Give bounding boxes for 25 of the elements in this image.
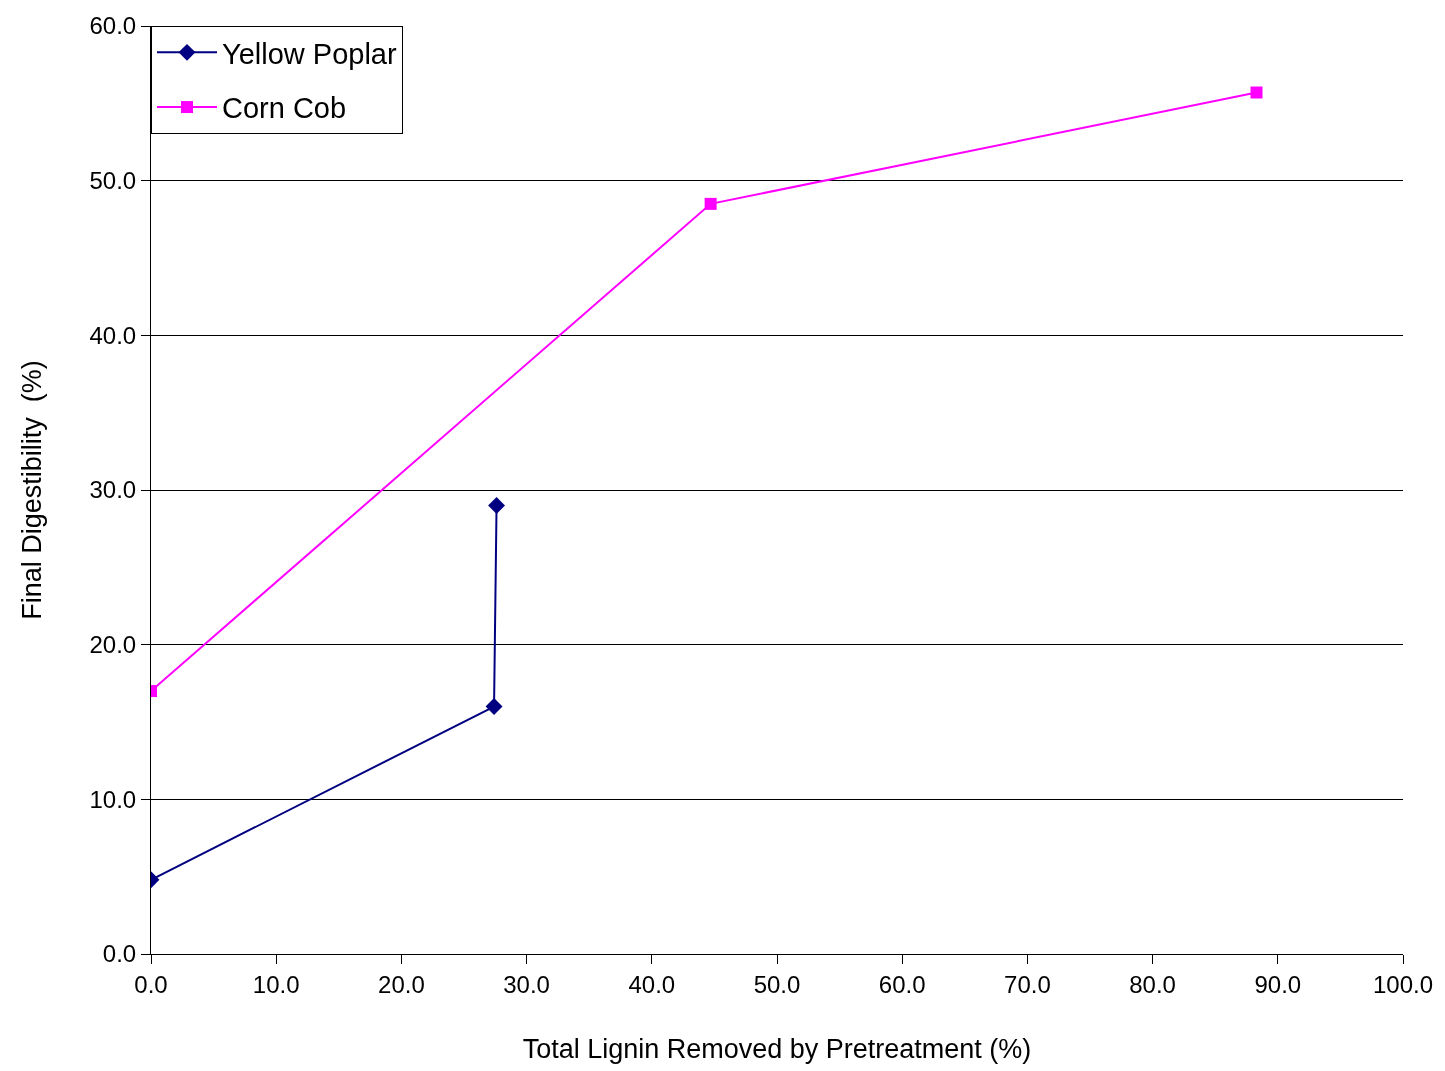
y-tick-label: 0.0: [102, 940, 137, 968]
x-tick-label: 100.0: [1372, 970, 1434, 998]
x-tick-label: 40.0: [628, 970, 676, 998]
x-tick-label: 80.0: [1129, 970, 1176, 998]
y-tick-label: 40.0: [89, 321, 137, 349]
legend-label: Corn Cob: [222, 92, 347, 125]
y-tick-label: 20.0: [89, 631, 137, 659]
y-tick-label: 50.0: [89, 167, 137, 195]
x-tick-label: 50.0: [753, 970, 801, 998]
x-tick-label: 10.0: [252, 970, 300, 998]
y-axis-title: Final Digestibility (%): [16, 360, 47, 620]
x-tick-label: 70.0: [1004, 970, 1051, 998]
x-tick-label: 0.0: [134, 970, 168, 998]
y-tick-label: 30.0: [89, 476, 137, 504]
y-tick-label: 60.0: [89, 12, 137, 40]
x-tick-label: 90.0: [1254, 970, 1302, 998]
y-tick-label: 10.0: [89, 785, 137, 813]
point: [488, 497, 505, 514]
x-tick-label: 20.0: [378, 970, 425, 998]
point: [485, 698, 503, 715]
x-tick-label: 60.0: [878, 970, 926, 998]
point: [704, 197, 717, 210]
x-axis-title: Total Lignin Removed by Pretreatment (%): [522, 1034, 1032, 1065]
x-tick-label: 30.0: [503, 970, 550, 998]
legend-label: Yellow Poplar: [222, 37, 397, 70]
